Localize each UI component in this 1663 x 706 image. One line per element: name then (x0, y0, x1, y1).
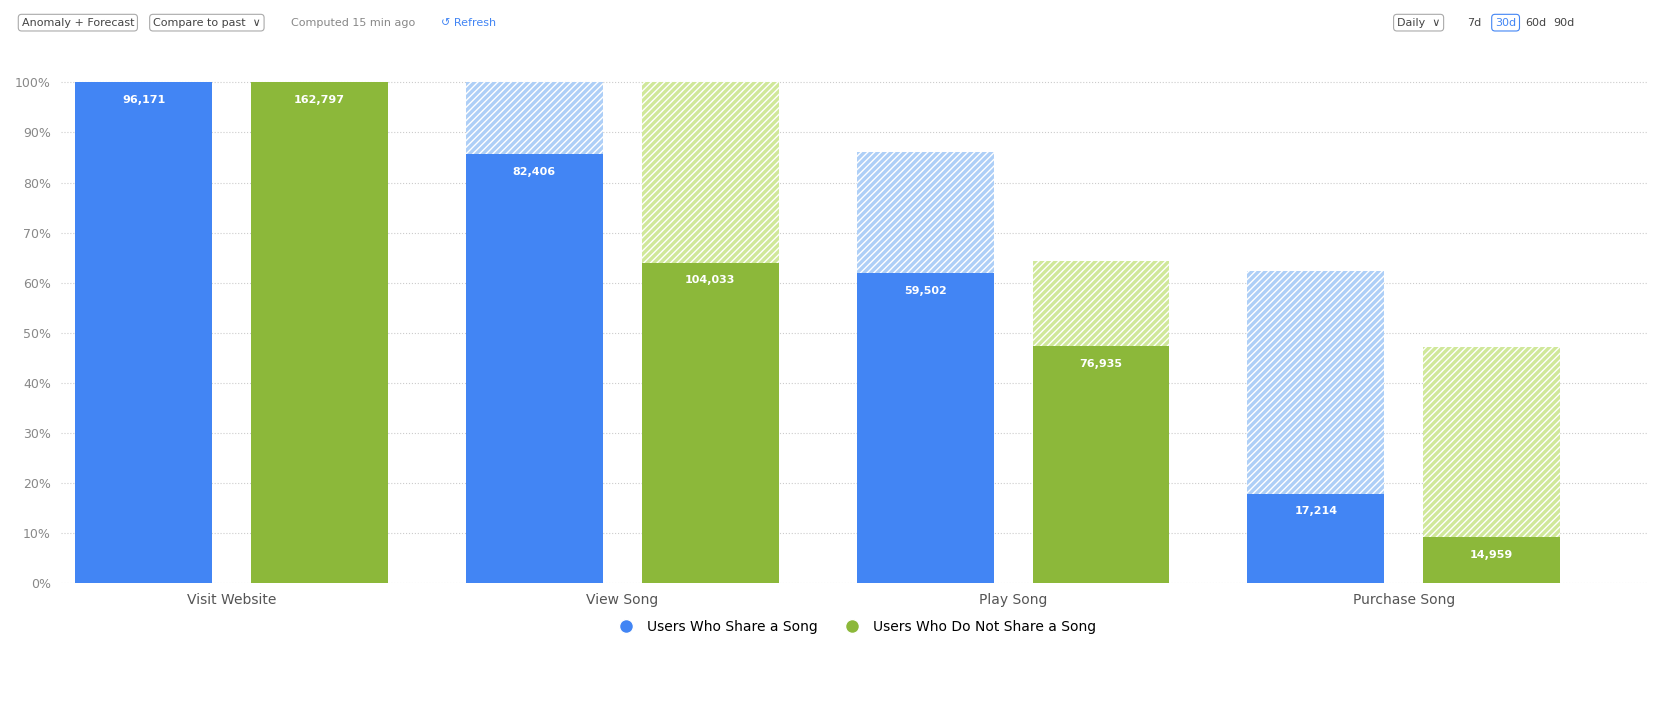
Text: 7d: 7d (1467, 18, 1482, 28)
Text: Daily  ∨: Daily ∨ (1397, 18, 1440, 28)
Legend: Users Who Share a Song, Users Who Do Not Share a Song: Users Who Share a Song, Users Who Do Not… (607, 614, 1103, 640)
Text: 76,935: 76,935 (1079, 359, 1123, 369)
Text: Compare to past  ∨: Compare to past ∨ (153, 18, 261, 28)
Bar (1424, 347, 1560, 537)
Bar (1424, 537, 1560, 583)
Text: 96,171: 96,171 (121, 95, 165, 105)
Text: 162,797: 162,797 (294, 95, 344, 105)
Bar (1247, 493, 1384, 583)
Text: ↺ Refresh: ↺ Refresh (441, 18, 496, 28)
Text: 104,033: 104,033 (685, 275, 735, 285)
Bar (1033, 261, 1169, 347)
Text: Computed 15 min ago: Computed 15 min ago (291, 18, 416, 28)
Bar (1247, 271, 1384, 493)
Text: Anomaly + Forecast: Anomaly + Forecast (22, 18, 135, 28)
Text: 82,406: 82,406 (512, 167, 555, 176)
Bar (466, 83, 602, 154)
Text: 60d: 60d (1525, 18, 1547, 28)
Bar (75, 83, 211, 583)
Text: 17,214: 17,214 (1294, 506, 1337, 516)
Bar (642, 83, 778, 263)
Text: 59,502: 59,502 (903, 286, 946, 296)
Bar (466, 154, 602, 583)
Bar (856, 273, 993, 583)
Bar (1033, 347, 1169, 583)
Bar (251, 83, 387, 583)
Text: 90d: 90d (1553, 18, 1575, 28)
Text: 30d: 30d (1495, 18, 1517, 28)
Bar (642, 263, 778, 583)
Bar (856, 152, 993, 273)
Text: 14,959: 14,959 (1470, 550, 1513, 560)
